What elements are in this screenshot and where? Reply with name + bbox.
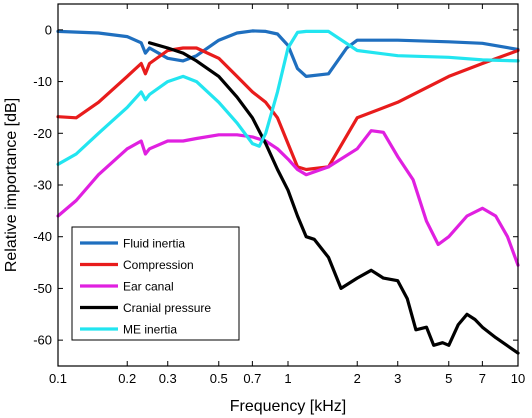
legend-box: [71, 226, 240, 341]
y-tick-label: -20: [33, 126, 52, 141]
x-tick-label: 0.3: [159, 371, 177, 386]
y-tick-label: -60: [33, 333, 52, 348]
legend-label: Cranial pressure: [123, 301, 211, 315]
x-axis-title: Frequency [kHz]: [230, 398, 346, 415]
legend-label: Compression: [123, 258, 194, 272]
series-layer: [56, 29, 520, 355]
legend-label: Ear canal: [123, 280, 174, 294]
y-tick-label: 0: [45, 22, 52, 37]
legend: Fluid inertia Compression Ear canal Cranial…: [71, 226, 240, 341]
x-tick-label: 10: [511, 371, 525, 386]
series-line-compression: [56, 46, 520, 172]
x-tick-label: 0.1: [49, 371, 67, 386]
series-line-cranial-pressure: [147, 41, 520, 355]
y-tick-label: -30: [33, 178, 52, 193]
x-tick-label: 1: [284, 371, 291, 386]
series-line-me-inertia: [56, 29, 520, 166]
y-axis-title: Relative importance [dB]: [3, 98, 20, 272]
legend-label: ME inertia: [123, 323, 177, 337]
x-tick-label: 2: [354, 371, 361, 386]
series-line-fluid-inertia: [56, 29, 520, 79]
legend-label: Fluid inertia: [123, 237, 185, 251]
y-tick-label: -50: [33, 281, 52, 296]
x-tick-label: 3: [394, 371, 401, 386]
x-tick-label: 0.7: [243, 371, 261, 386]
x-tick-label: 0.2: [118, 371, 136, 386]
x-tick-label: 7: [479, 371, 486, 386]
x-tick-label: 0.5: [210, 371, 228, 386]
x-tick-label: 5: [445, 371, 452, 386]
series-line-ear-canal: [56, 129, 520, 267]
y-tick-label: -10: [33, 74, 52, 89]
y-tick-label: -40: [33, 229, 52, 244]
axes-layer: 0.1 0.2 0.3 0.5 0.7 1 2 3 5 7 10 0 -10 -20 -30 -40 -50 -6…: [33, 4, 525, 386]
